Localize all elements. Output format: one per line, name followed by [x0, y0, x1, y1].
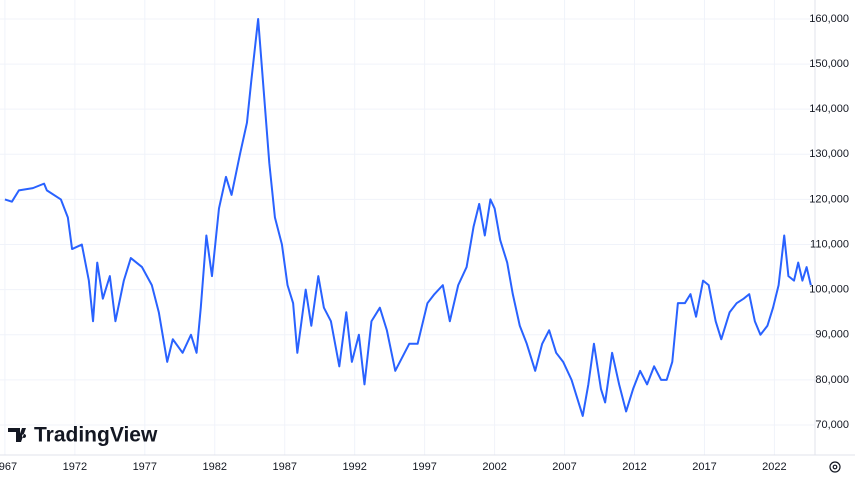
watermark: TradingView	[34, 424, 158, 447]
x-tick-label: 1977	[133, 461, 157, 473]
x-tick-label: 1967	[0, 461, 17, 473]
x-tick-label: 2022	[762, 461, 786, 473]
y-tick-label: 160,000	[809, 13, 849, 25]
x-tick-label: 1972	[63, 461, 87, 473]
logo: TradingView	[8, 424, 158, 447]
x-tick-label: 2007	[552, 461, 576, 473]
x-tick-label: 1992	[342, 461, 366, 473]
x-tick-label: 2017	[692, 461, 716, 473]
settings-icon[interactable]	[829, 461, 841, 473]
x-tick-label: 1982	[203, 461, 227, 473]
y-tick-label: 90,000	[815, 329, 849, 341]
y-tick-label: 110,000	[810, 238, 849, 250]
price-line	[4, 17, 812, 417]
y-tick-label: 140,000	[809, 103, 849, 115]
y-tick-label: 120,000	[809, 193, 849, 205]
y-tick-label: 100,000	[809, 284, 849, 296]
x-tick-label: 1987	[272, 461, 296, 473]
x-tick-label: 2012	[622, 461, 646, 473]
y-tick-label: 70,000	[815, 419, 849, 431]
x-tick-label: 2002	[482, 461, 506, 473]
y-tick-label: 130,000	[809, 148, 849, 160]
y-tick-label: 150,000	[809, 58, 849, 70]
y-tick-label: 80,000	[815, 374, 849, 386]
x-tick-label: 1997	[412, 461, 436, 473]
